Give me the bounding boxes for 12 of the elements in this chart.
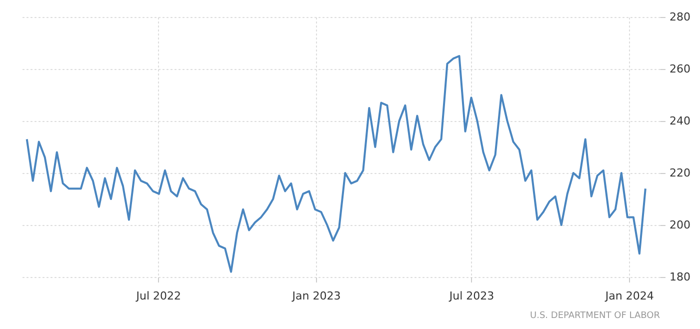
y-tick-label: 260 (670, 62, 690, 76)
x-tick-label: Jan 2023 (291, 290, 341, 302)
y-tick-label: 240 (670, 114, 690, 128)
text: U.S. DEPARTMENT OF LABOR (530, 311, 660, 321)
x-tick-label: Jan 2024 (604, 290, 654, 302)
y-tick-label: 280 (670, 10, 690, 24)
x-tick-label: Jul 2022 (135, 290, 182, 302)
y-tick-label: 220 (670, 166, 690, 180)
y-tick-label: 180 (670, 270, 690, 284)
x-tick-label: Jul 2023 (448, 290, 494, 302)
y-tick-label: 200 (670, 218, 690, 232)
line-series (26, 55, 646, 273)
